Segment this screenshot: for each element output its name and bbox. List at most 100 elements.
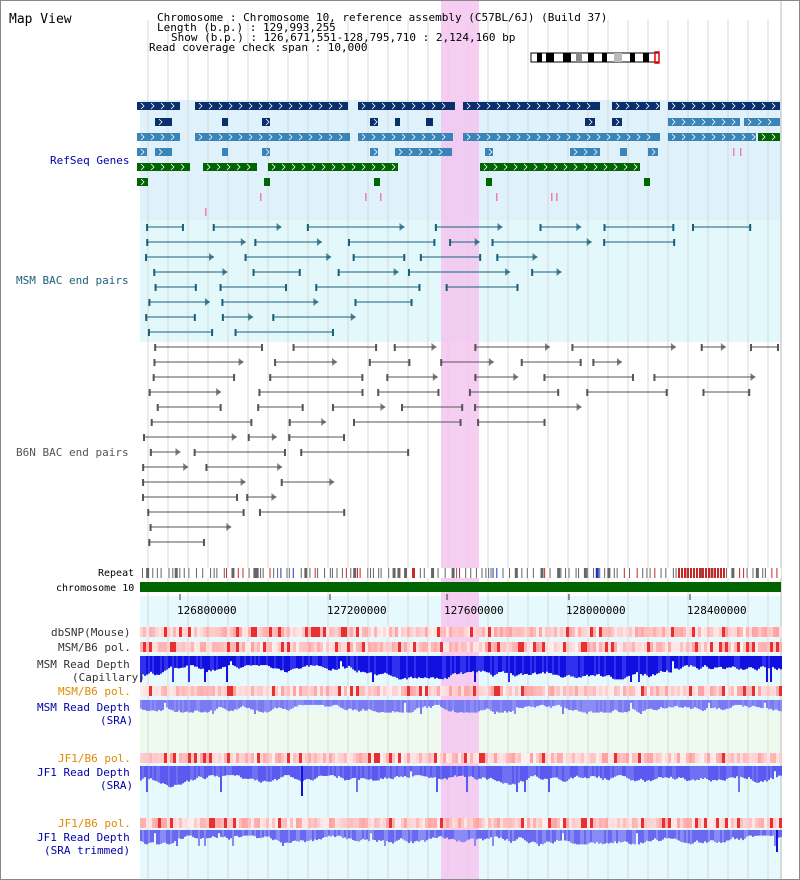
gene-feature[interactable]	[264, 178, 270, 186]
gene-feature[interactable]	[374, 178, 380, 186]
depth-bar	[558, 766, 560, 780]
gene-feature[interactable]	[612, 118, 622, 126]
depth-bar	[730, 766, 732, 778]
heat-cell	[752, 686, 755, 696]
b6n-bac-track[interactable]	[142, 343, 779, 546]
gene-feature[interactable]	[262, 118, 270, 126]
gene-feature[interactable]	[395, 148, 452, 156]
bac-end	[543, 419, 546, 426]
gene-feature[interactable]	[668, 133, 756, 141]
gene-feature[interactable]	[137, 133, 180, 141]
depth-bar	[718, 830, 720, 842]
depth-bar	[442, 656, 444, 680]
heat-cell	[608, 686, 611, 696]
heat-cell	[275, 627, 278, 637]
depth-bar	[476, 830, 478, 840]
depth-bar	[224, 766, 226, 776]
gene-strand-arrow	[651, 148, 656, 156]
gene-feature[interactable]	[395, 118, 400, 126]
gene-feature[interactable]	[370, 118, 378, 126]
gene-feature[interactable]	[222, 118, 228, 126]
dbsnp-track[interactable]	[140, 627, 782, 637]
depth-bar	[504, 766, 506, 783]
gene-feature[interactable]	[570, 148, 600, 156]
gene-feature[interactable]	[262, 148, 270, 156]
heat-cell	[419, 686, 422, 696]
gene-feature[interactable]	[155, 118, 172, 126]
gene-feature[interactable]	[485, 148, 493, 156]
gene-feature[interactable]	[648, 148, 658, 156]
depth-bar	[376, 766, 378, 781]
depth-bar	[250, 830, 252, 836]
depth-bar	[382, 830, 384, 841]
gene-feature[interactable]	[668, 118, 740, 126]
msm-depth-sra-track[interactable]	[140, 700, 782, 714]
depth-bar	[556, 700, 558, 706]
gene-feature[interactable]	[358, 102, 455, 110]
gene-feature[interactable]	[644, 178, 650, 186]
heat-cell	[230, 686, 233, 696]
highlight-region[interactable]	[441, 0, 479, 880]
msm-b6-pol-track-1[interactable]	[140, 642, 782, 652]
gene-feature[interactable]	[463, 133, 660, 141]
gene-feature[interactable]	[585, 118, 595, 126]
depth-bar	[764, 700, 766, 703]
heat-cell	[173, 753, 176, 763]
depth-bar	[678, 830, 680, 841]
gene-feature[interactable]	[612, 102, 660, 110]
gene-strand-arrow	[373, 118, 378, 126]
heat-cell	[317, 818, 320, 828]
gene-feature[interactable]	[744, 118, 780, 126]
chromosome-ideogram[interactable]	[530, 51, 660, 64]
gene-feature[interactable]	[370, 148, 378, 156]
msm-bac-track[interactable]	[145, 223, 752, 336]
gene-feature[interactable]	[486, 178, 492, 186]
heat-cell	[722, 686, 725, 696]
depth-bar	[682, 830, 684, 843]
repeat-element	[752, 568, 754, 578]
heat-cell	[167, 686, 170, 696]
heat-cell	[251, 818, 254, 828]
gene-feature[interactable]	[480, 163, 640, 171]
repeat-element	[583, 568, 587, 578]
depth-bar	[550, 700, 552, 708]
gene-feature[interactable]	[137, 148, 147, 156]
jf1-depth-sra-track[interactable]	[140, 766, 782, 792]
depth-bar	[152, 766, 154, 781]
jf1-b6-pol-track-1[interactable]	[140, 753, 782, 763]
depth-bar	[530, 656, 532, 675]
repeat-element	[216, 568, 218, 578]
gene-feature[interactable]	[268, 163, 398, 171]
heat-cell	[278, 753, 281, 763]
gene-feature[interactable]	[137, 102, 180, 110]
depth-bar	[630, 656, 632, 682]
gene-feature[interactable]	[137, 178, 148, 186]
jf1-b6-pol-track-2[interactable]	[140, 818, 782, 828]
gene-feature[interactable]	[426, 118, 433, 126]
heat-cell	[629, 627, 632, 637]
gene-feature[interactable]	[222, 148, 228, 156]
depth-bar	[642, 830, 644, 844]
heat-cell	[692, 686, 695, 696]
repeat-element	[331, 568, 333, 578]
jf1-depth-trim-track[interactable]	[140, 830, 782, 846]
chromosome-bar[interactable]	[140, 582, 781, 592]
depth-bar	[304, 656, 306, 667]
gene-feature[interactable]	[620, 148, 627, 156]
gene-feature[interactable]	[463, 102, 600, 110]
gene-feature[interactable]	[758, 133, 780, 141]
repeat-track[interactable]	[140, 568, 781, 578]
heat-cell	[743, 627, 746, 637]
repeat-element	[260, 568, 262, 578]
msm-depth-capillary-track[interactable]	[140, 656, 782, 682]
gene-feature[interactable]	[155, 148, 172, 156]
depth-bar	[494, 830, 496, 837]
refseq-genes-track[interactable]	[137, 102, 780, 216]
heat-cell	[335, 627, 338, 637]
depth-bar	[292, 656, 294, 669]
depth-bar	[672, 766, 674, 779]
gene-feature[interactable]	[668, 102, 780, 110]
depth-bar	[344, 766, 346, 781]
msm-b6-pol-track-2[interactable]	[140, 686, 782, 696]
depth-bar	[758, 830, 760, 836]
